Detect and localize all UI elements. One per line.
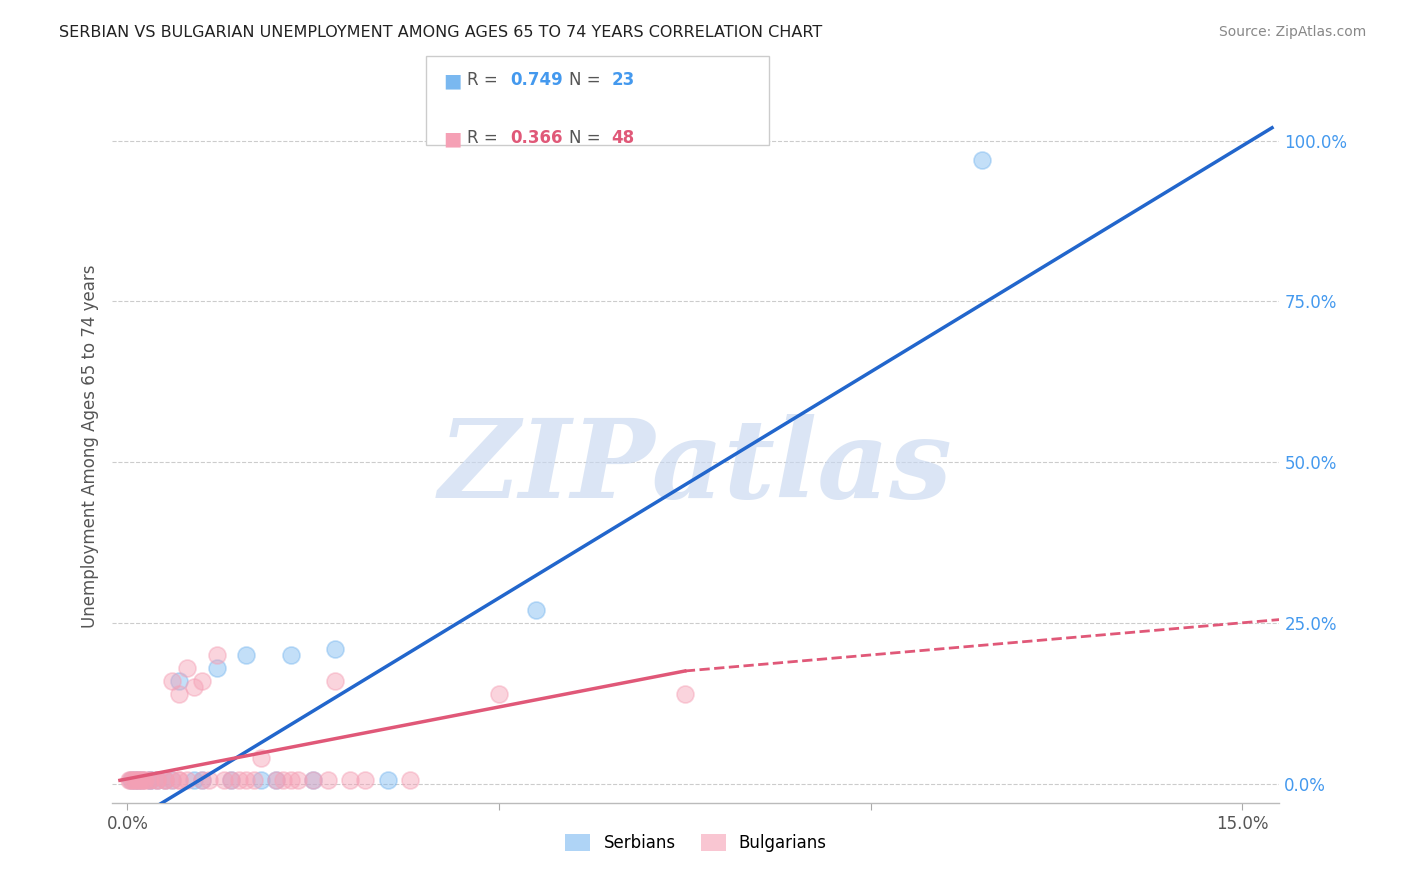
Text: ■: ■ [443, 71, 461, 90]
Point [235, 648, 257, 662]
Point [131, 773, 153, 788]
Point [673, 686, 696, 700]
Point [138, 773, 160, 788]
Point [183, 680, 205, 694]
Y-axis label: Unemployment Among Ages 65 to 74 years: Unemployment Among Ages 65 to 74 years [80, 264, 98, 628]
Point [273, 773, 295, 788]
Text: 48: 48 [612, 129, 634, 147]
Text: SERBIAN VS BULGARIAN UNEMPLOYMENT AMONG AGES 65 TO 74 YEARS CORRELATION CHART: SERBIAN VS BULGARIAN UNEMPLOYMENT AMONG … [59, 25, 823, 40]
Point [160, 773, 183, 788]
Point [118, 773, 141, 788]
Point [190, 773, 212, 788]
Point [153, 773, 176, 788]
Point [264, 773, 287, 788]
Point [124, 773, 146, 788]
Text: 0.749: 0.749 [510, 71, 564, 89]
Text: N =: N = [569, 71, 606, 89]
Text: ■: ■ [443, 129, 461, 148]
Point [250, 751, 273, 765]
Text: R =: R = [467, 129, 503, 147]
Point [120, 773, 142, 788]
Point [160, 673, 183, 688]
Point [176, 661, 198, 675]
Point [354, 773, 377, 788]
Text: R =: R = [467, 71, 503, 89]
Point [242, 773, 264, 788]
Point [212, 773, 235, 788]
Point [138, 773, 160, 788]
Text: ZIPatlas: ZIPatlas [439, 414, 953, 521]
Text: N =: N = [569, 129, 606, 147]
Point [146, 773, 169, 788]
Point [280, 773, 302, 788]
Point [127, 773, 149, 788]
Point [120, 773, 142, 788]
Point [205, 648, 228, 662]
Point [398, 773, 420, 788]
Point [339, 773, 361, 788]
Point [122, 773, 145, 788]
Point [221, 773, 243, 788]
Point [302, 773, 325, 788]
Point [250, 773, 273, 788]
Point [205, 661, 228, 675]
Point [287, 773, 309, 788]
Point [488, 686, 510, 700]
Point [176, 773, 198, 788]
Point [169, 773, 191, 788]
Point [302, 773, 325, 788]
Point [228, 773, 250, 788]
Point [160, 773, 183, 788]
Point [169, 686, 191, 700]
Point [183, 773, 205, 788]
Point [264, 773, 287, 788]
Point [153, 773, 176, 788]
Point [153, 773, 176, 788]
Point [316, 773, 339, 788]
Text: Source: ZipAtlas.com: Source: ZipAtlas.com [1219, 25, 1367, 39]
Point [169, 673, 191, 688]
Point [124, 773, 146, 788]
Point [134, 773, 156, 788]
Point [377, 773, 399, 788]
Point [221, 773, 243, 788]
Point [138, 773, 160, 788]
Point [146, 773, 169, 788]
Text: 0.366: 0.366 [510, 129, 562, 147]
Point [132, 773, 155, 788]
Point [128, 773, 150, 788]
Point [129, 773, 152, 788]
Point [325, 641, 347, 656]
Point [128, 773, 150, 788]
Point [146, 773, 169, 788]
Point [198, 773, 221, 788]
Point [280, 648, 302, 662]
Point [524, 603, 547, 617]
Point [138, 773, 160, 788]
Point [125, 773, 148, 788]
Point [131, 773, 153, 788]
Point [972, 153, 994, 167]
Legend: Serbians, Bulgarians: Serbians, Bulgarians [558, 827, 834, 859]
Point [190, 773, 212, 788]
Point [169, 773, 191, 788]
Point [325, 673, 347, 688]
Text: 23: 23 [612, 71, 636, 89]
Point [121, 773, 143, 788]
Point [190, 673, 212, 688]
Point [235, 773, 257, 788]
